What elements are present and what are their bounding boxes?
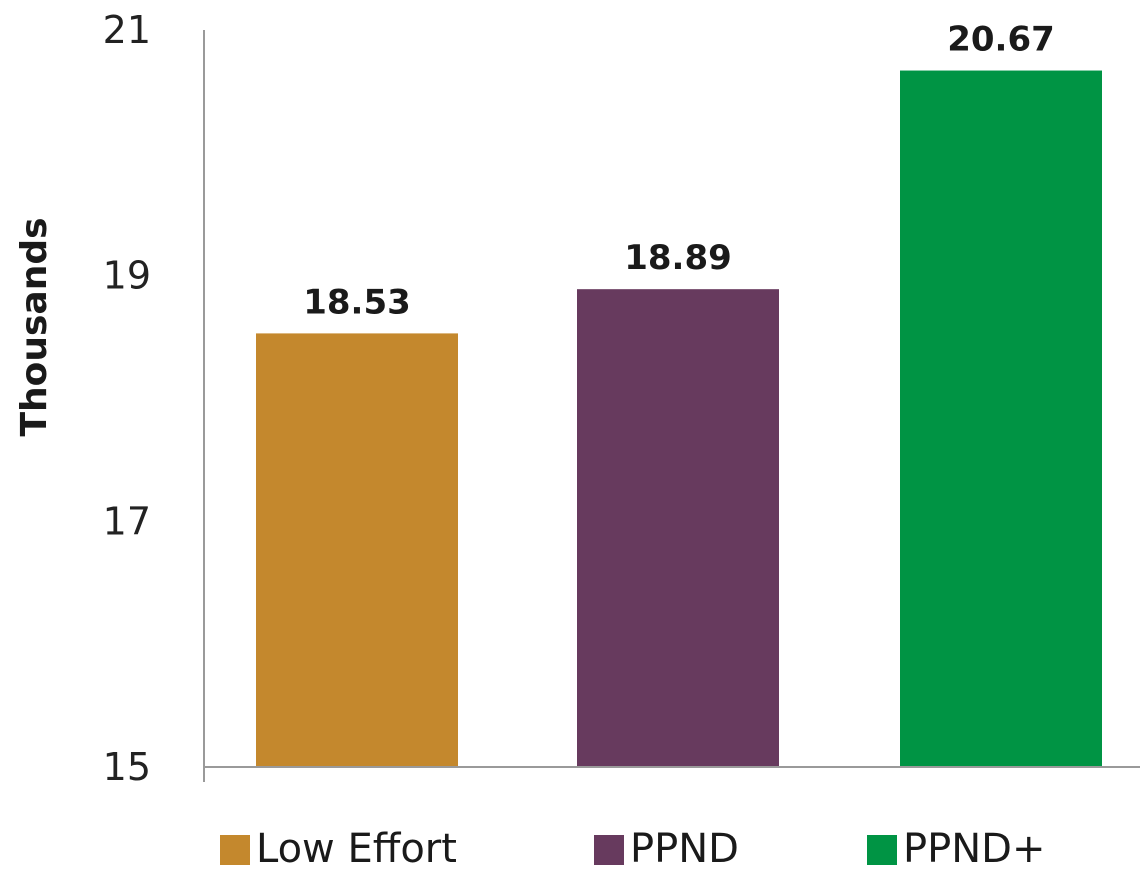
y-axis-ticks: 15 17 19 21 xyxy=(103,8,151,789)
legend-label: PPND+ xyxy=(903,826,1045,872)
legend-swatch xyxy=(594,835,624,865)
y-tick-label: 15 xyxy=(103,745,151,789)
legend-label: PPND xyxy=(630,826,739,872)
bar xyxy=(577,289,779,767)
y-axis-title: Thousands xyxy=(14,217,55,436)
legend-label: Low Effort xyxy=(256,826,457,872)
data-label: 18.53 xyxy=(303,282,411,322)
legend-swatch xyxy=(220,835,250,865)
y-tick-label: 17 xyxy=(103,499,151,543)
legend: Low Effort PPND PPND+ xyxy=(220,826,1045,872)
bar xyxy=(900,70,1102,767)
y-tick-label: 19 xyxy=(103,254,151,298)
data-labels: 18.53 18.89 20.67 xyxy=(303,20,1055,323)
data-label: 20.67 xyxy=(947,20,1055,60)
legend-swatch xyxy=(867,835,897,865)
data-label: 18.89 xyxy=(624,238,732,278)
y-tick-label: 21 xyxy=(103,8,151,52)
bars xyxy=(256,70,1102,767)
bar xyxy=(256,333,458,767)
